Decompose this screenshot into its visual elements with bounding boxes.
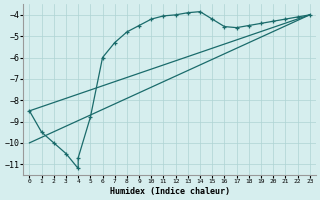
X-axis label: Humidex (Indice chaleur): Humidex (Indice chaleur): [109, 187, 229, 196]
